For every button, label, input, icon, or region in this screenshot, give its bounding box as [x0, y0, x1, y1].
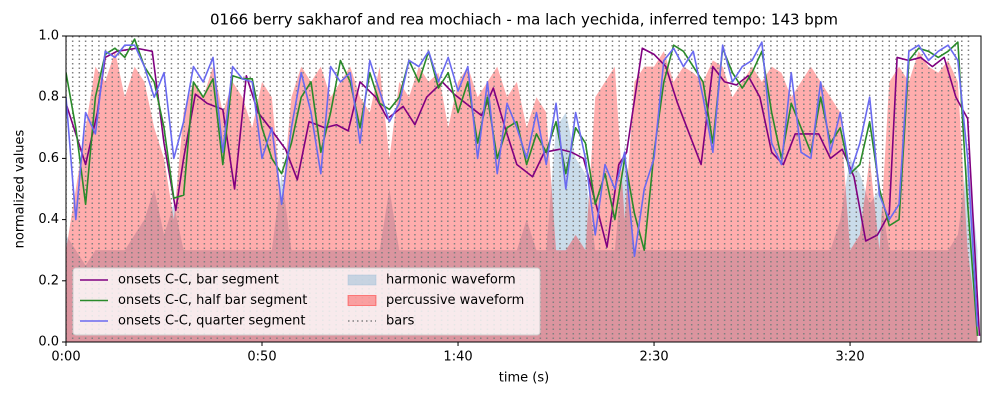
x-axis-label: time (s) [499, 371, 549, 386]
legend-label: onsets C-C, half bar segment [118, 293, 307, 308]
legend-label: onsets C-C, bar segment [118, 273, 279, 288]
x-tick-label: 0:50 [247, 350, 276, 365]
legend-label: onsets C-C, quarter segment [118, 314, 305, 329]
y-tick-label: 1.0 [38, 29, 59, 44]
x-tick-label: 0:00 [51, 350, 80, 365]
y-tick-label: 0.0 [38, 335, 59, 350]
legend-swatch [347, 274, 377, 286]
x-tick-label: 2:30 [639, 350, 668, 365]
y-tick-label: 0.8 [38, 90, 59, 105]
y-axis-label: normalized values [13, 129, 28, 248]
legend-label: harmonic waveform [386, 273, 516, 288]
legend-swatch [347, 295, 377, 306]
x-tick-label: 3:20 [835, 350, 864, 365]
chart-title: 0166 berry sakharof and rea mochiach - m… [210, 11, 838, 29]
y-tick-label: 0.4 [38, 212, 59, 227]
x-tick-label: 1:40 [443, 350, 472, 365]
legend-frame [72, 267, 541, 336]
y-tick-label: 0.6 [38, 151, 59, 166]
legend-label: bars [386, 314, 415, 329]
axes-frame [65, 35, 982, 343]
legend: onsets C-C, bar segment onsets C-C, half … [72, 267, 541, 336]
y-tick-label: 0.2 [38, 273, 59, 288]
onset-line [66, 41, 979, 327]
legend-label: percussive waveform [386, 293, 524, 308]
